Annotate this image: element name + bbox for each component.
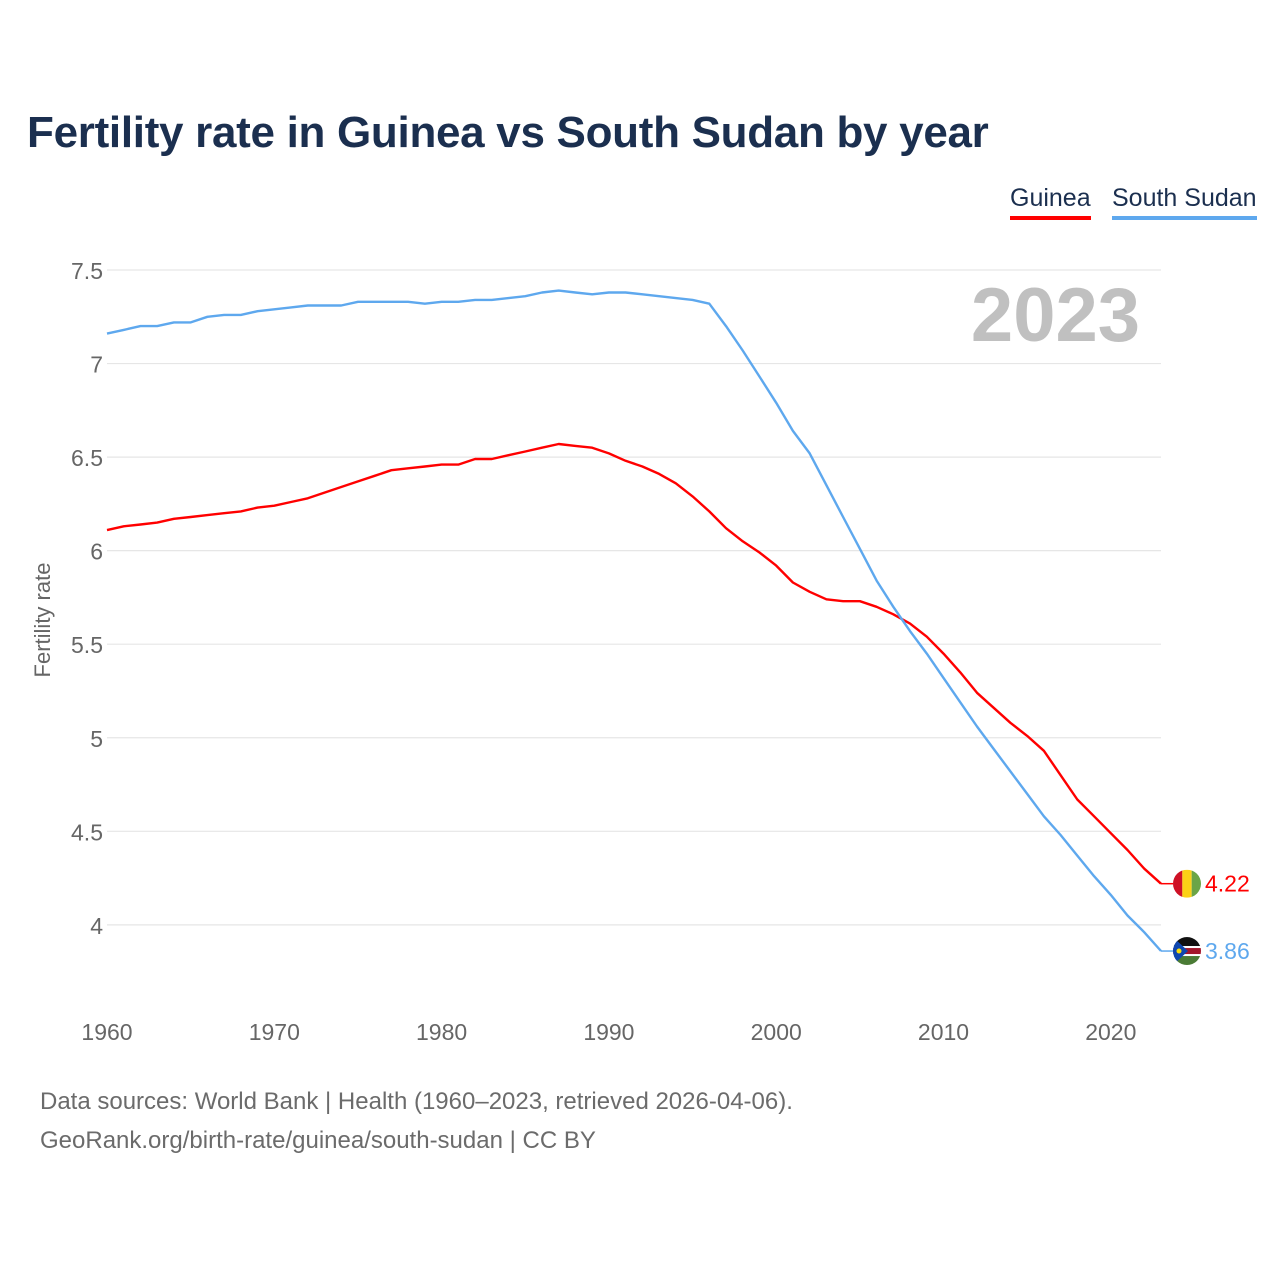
legend-label: Guinea: [1010, 184, 1091, 212]
chart-title: Fertility rate in Guinea vs South Sudan …: [27, 108, 989, 157]
y-tick-label: 6: [90, 539, 103, 565]
flag-stripe: [1173, 937, 1201, 947]
south-sudan-flag-icon: [1173, 937, 1201, 966]
y-tick-label: 5.5: [71, 632, 103, 658]
flag-fill: [1173, 869, 1201, 898]
y-tick-label: 7: [90, 352, 103, 378]
legend-item-south-sudan[interactable]: South Sudan: [1112, 184, 1257, 220]
guinea-flag-icon: [1173, 869, 1201, 898]
y-tick-label: 4.5: [71, 819, 103, 845]
footer-credit[interactable]: GeoRank.org/birth-rate/guinea/south-suda…: [40, 1127, 596, 1154]
x-tick-label: 1960: [81, 1019, 132, 1045]
legend-label: South Sudan: [1112, 184, 1257, 212]
year-label: 2023: [971, 273, 1140, 358]
flag-stripe: [1173, 869, 1183, 898]
series-line-guinea: [106, 442, 1162, 885]
x-tick-label: 2000: [751, 1019, 802, 1045]
flag-fill: [1173, 937, 1201, 966]
y-axis-label: Fertility rate: [30, 563, 55, 678]
flag-stripe: [1173, 956, 1201, 966]
x-tick-label: 1970: [249, 1019, 300, 1045]
x-tick-label: 1980: [416, 1019, 467, 1045]
y-tick-label: 5: [90, 726, 103, 752]
flag-stripe: [1182, 869, 1192, 898]
y-tick-label: 6.5: [71, 445, 103, 471]
end-value-label: 4.22: [1205, 871, 1250, 897]
y-tick-label: 4: [90, 913, 103, 939]
y-tick-label: 7.5: [71, 258, 103, 284]
x-tick-label: 2010: [918, 1019, 969, 1045]
flag-stripe: [1191, 869, 1201, 898]
series-line-south-sudan: [106, 289, 1162, 952]
end-value-label: 3.86: [1205, 938, 1250, 964]
x-tick-label: 1990: [583, 1019, 634, 1045]
flag-star: [1176, 948, 1182, 954]
footer-sources: Data sources: World Bank | Health (1960–…: [40, 1088, 793, 1115]
x-tick-label: 2020: [1085, 1019, 1136, 1045]
legend-item-guinea[interactable]: Guinea: [1010, 184, 1091, 220]
